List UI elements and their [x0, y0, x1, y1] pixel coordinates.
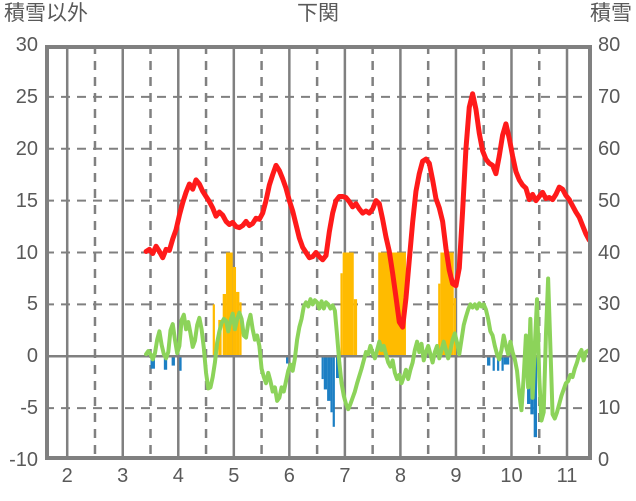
bar: [438, 283, 441, 357]
bar: [226, 252, 233, 357]
right-axis-tick: 10: [598, 397, 621, 420]
bar: [321, 356, 324, 380]
left-axis-tick: -10: [9, 449, 38, 471]
right-axis-tick: 20: [598, 345, 621, 368]
left-axis-caption: 積雪以外: [4, 2, 88, 25]
bar: [353, 299, 358, 357]
x-axis-tick: 11: [556, 465, 578, 487]
bar: [533, 356, 538, 438]
bar: [342, 252, 354, 357]
bar: [503, 356, 510, 365]
bar: [239, 302, 242, 357]
bar: [286, 356, 289, 364]
right-axis-tick: 0: [598, 449, 610, 471]
left-axis-tick: 5: [26, 293, 38, 316]
bar: [332, 356, 335, 427]
bar: [179, 356, 182, 371]
bar: [150, 356, 155, 369]
green-line-series: [144, 276, 592, 423]
bar: [232, 267, 237, 357]
x-axis-tick: 3: [117, 465, 129, 487]
x-axis-tick: 4: [172, 465, 184, 487]
left-axis-tick: -5: [20, 397, 38, 420]
bar: [327, 356, 331, 401]
right-axis-tick: 60: [598, 137, 621, 160]
series-path: [143, 91, 592, 330]
left-axis-tick: 10: [15, 241, 38, 264]
right-axis-tick: 80: [598, 34, 621, 56]
left-axis-tick: 0: [26, 345, 38, 368]
bar: [212, 304, 215, 357]
right-axis-caption: 積雪: [590, 2, 632, 25]
bar: [330, 356, 333, 413]
bar: [497, 356, 500, 371]
x-axis-tick: 7: [339, 465, 351, 487]
left-axis-tick: 20: [15, 137, 38, 160]
bar: [501, 356, 504, 371]
bar: [323, 356, 328, 390]
right-axis-tick: 30: [598, 293, 621, 316]
bar: [171, 356, 175, 366]
bar: [222, 294, 227, 357]
bar: [163, 356, 168, 370]
bar: [335, 356, 340, 379]
red-line-series: [143, 91, 592, 330]
chart-title: 下関: [297, 2, 339, 25]
right-axis-tick: 40: [598, 241, 621, 264]
left-axis-tick: 30: [15, 34, 38, 56]
series-path: [144, 276, 592, 423]
x-axis-tick: 2: [61, 465, 73, 487]
x-axis-tick: 5: [228, 465, 240, 487]
bar: [340, 273, 343, 357]
left-axis-tick: 15: [15, 189, 38, 212]
bar: [492, 356, 495, 371]
bar: [487, 356, 491, 366]
x-axis-tick: 6: [283, 465, 295, 487]
gridlines: [45, 45, 592, 460]
left-axis-tick: 25: [15, 85, 38, 108]
x-axis-tick: 9: [450, 465, 462, 487]
right-axis-tick: 50: [598, 189, 621, 212]
plot-area: [45, 45, 592, 460]
x-axis-tick: 8: [394, 465, 406, 487]
x-axis-tick: 10: [500, 465, 523, 487]
bar: [453, 298, 456, 357]
right-axis-tick: 70: [598, 85, 621, 108]
